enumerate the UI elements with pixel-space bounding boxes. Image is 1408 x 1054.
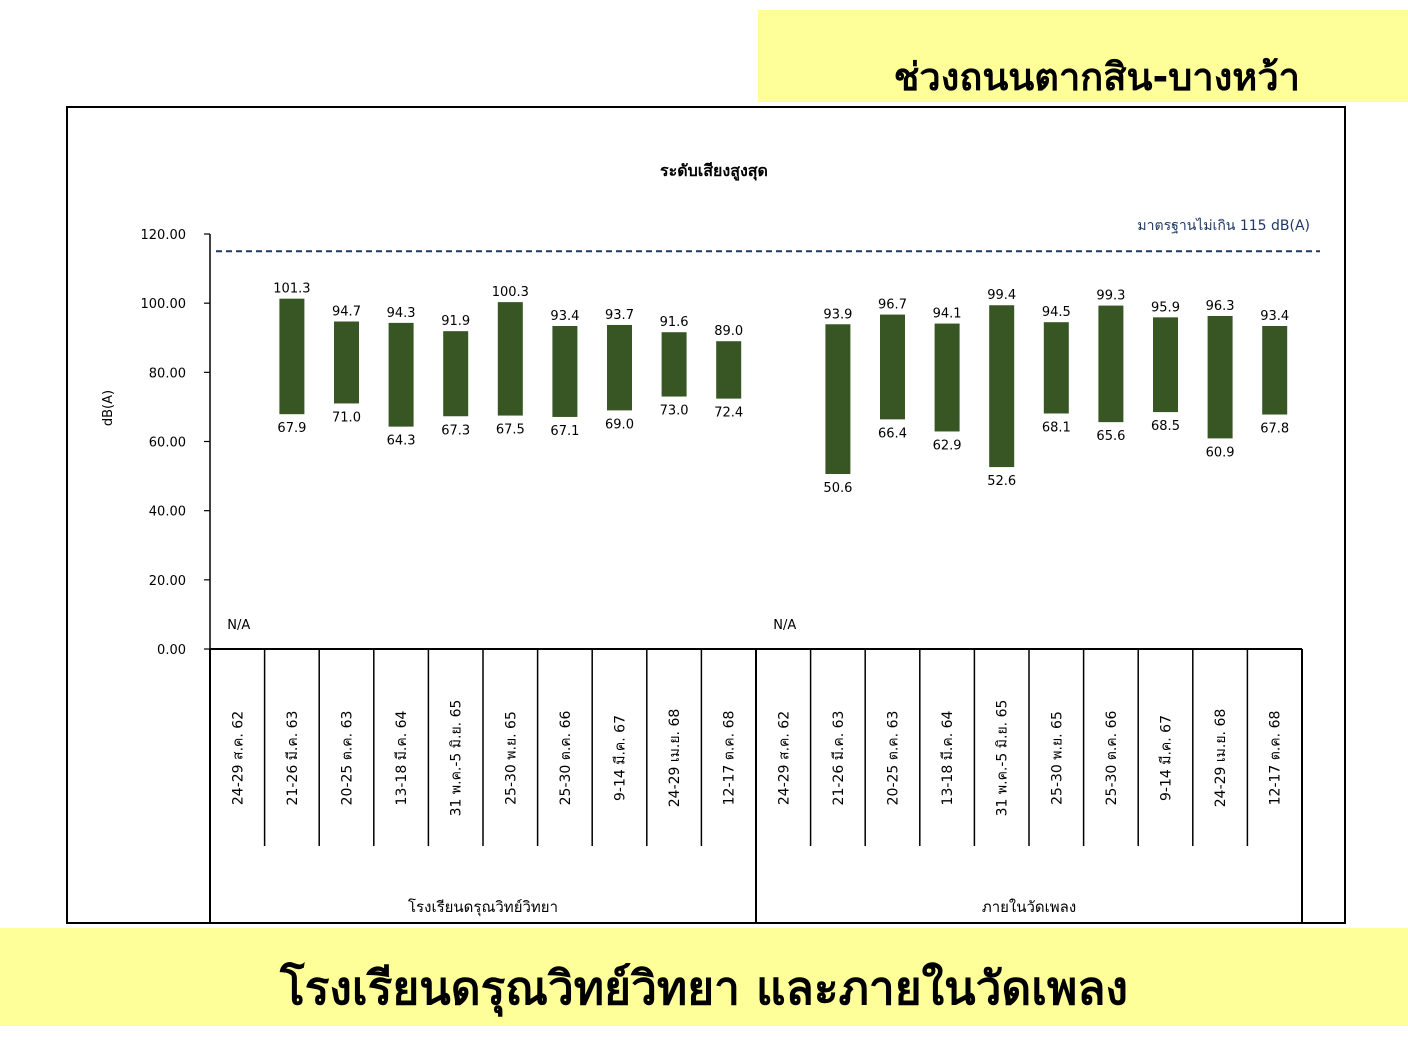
y-tick-label: 60.00 [149,436,186,451]
header-banner: ช่วงถนนตากสิน-บางหว้า [758,10,1408,102]
range-bar [552,325,578,417]
category-label: 25-30 ต.ค. 66 [1104,711,1120,806]
group-label: โรงเรียนดรุณวิทย์วิทยา [408,898,558,917]
max-value-label: 95.9 [1151,300,1180,315]
max-value-label: 96.3 [1206,299,1235,314]
min-value-label: 69.0 [605,417,634,432]
range-bar [1043,322,1069,414]
min-value-label: 68.1 [1042,420,1071,435]
range-bar [388,322,414,427]
range-bar [1262,325,1288,415]
min-value-label: 60.9 [1206,445,1235,460]
max-value-label: 94.5 [1042,305,1071,320]
category-label: 12-17 ต.ค. 68 [722,711,738,806]
group-label: ภายในวัดเพลง [982,898,1076,916]
y-tick-label: 0.00 [157,643,186,658]
category-label: 24-29 เม.ย. 68 [667,709,683,808]
category-label: 12-17 ต.ค. 68 [1268,711,1284,806]
min-value-label: 66.4 [878,426,907,441]
na-label: N/A [227,618,250,633]
max-value-label: 93.9 [823,307,852,322]
category-label: 13-18 มี.ค. 64 [394,710,410,805]
min-value-label: 67.1 [550,424,579,439]
chart-title: ระดับเสียงสูงสุด [660,161,768,182]
min-value-label: 67.3 [441,423,470,438]
min-value-label: 73.0 [660,404,689,419]
category-label: 21-26 มี.ค. 63 [285,711,301,806]
range-bar [497,302,523,416]
min-value-label: 71.0 [332,410,361,425]
max-value-label: 101.3 [273,282,310,297]
category-label: 25-30 พ.ย. 65 [503,711,519,805]
max-value-label: 91.6 [660,315,689,330]
max-value-label: 93.4 [1260,309,1289,324]
category-label: 31 พ.ค.-5 มิ.ย. 65 [449,700,465,817]
category-label: 31 พ.ค.-5 มิ.ย. 65 [995,700,1011,817]
header-title: ช่วงถนนตากสิน-บางหว้า [893,55,1300,99]
range-bar [716,341,742,399]
min-value-label: 68.5 [1151,419,1180,434]
range-bar [1153,317,1178,413]
category-label: 25-30 ต.ค. 66 [558,711,574,806]
range-bar [880,314,905,420]
min-value-label: 50.6 [823,481,852,496]
range-bar [934,323,960,432]
category-label: 25-30 พ.ย. 65 [1049,711,1065,805]
max-value-label: 96.7 [878,298,907,313]
y-tick-label: 120.00 [141,228,187,243]
y-tick-label: 80.00 [149,366,186,381]
range-bar [443,331,469,417]
y-axis-label: dB(A) [101,390,116,426]
footer-banner: โรงเรียนดรุณวิทย์วิทยา และภายในวัดเพลง [0,928,1408,1026]
footer-title: โรงเรียนดรุณวิทย์วิทยา และภายในวัดเพลง [280,961,1128,1015]
range-bar [1098,305,1124,423]
range-bar [607,324,632,411]
range-bar [279,298,305,415]
category-label: 9-14 มี.ค. 67 [1159,715,1175,801]
min-value-label: 64.3 [387,434,416,449]
max-value-label: 93.4 [550,309,579,324]
category-label: 20-25 ต.ค. 63 [340,711,356,806]
category-label: 9-14 มี.ค. 67 [613,715,629,801]
max-value-label: 94.1 [933,307,962,322]
category-label: 24-29 ส.ค. 62 [230,711,246,805]
y-tick-label: 40.00 [149,505,186,520]
max-value-label: 100.3 [492,285,529,300]
category-label: 20-25 ต.ค. 63 [886,711,902,806]
range-bar [825,324,851,475]
category-label: 24-29 เม.ย. 68 [1213,709,1229,808]
standard-line-label: มาตรฐานไม่เกิน 115 dB(A) [1137,217,1310,234]
max-value-label: 91.9 [441,314,470,329]
category-label: 21-26 มี.ค. 63 [831,711,847,806]
category-label: 13-18 มี.ค. 64 [940,710,956,805]
y-tick-label: 100.00 [141,297,187,312]
max-value-label: 99.3 [1096,289,1125,304]
max-value-label: 94.3 [387,306,416,321]
max-value-label: 94.7 [332,304,361,319]
min-value-label: 67.9 [277,421,306,436]
min-value-label: 72.4 [714,406,743,421]
min-value-label: 52.6 [987,474,1016,489]
min-value-label: 67.8 [1260,422,1289,437]
noise-chart: ระดับเสียงสูงสุด dB(A) มาตรฐานไม่เกิน 11… [101,161,1320,922]
min-value-label: 62.9 [933,438,962,453]
max-value-label: 89.0 [714,324,743,339]
category-label: 24-29 ส.ค. 62 [776,711,792,805]
min-value-label: 67.5 [496,423,525,438]
chart-frame: ระดับเสียงสูงสุด dB(A) มาตรฐานไม่เกิน 11… [66,106,1346,924]
max-value-label: 99.4 [987,288,1016,303]
range-bar [661,332,687,397]
range-bar [1207,315,1233,439]
na-label: N/A [773,618,796,633]
y-tick-label: 20.00 [149,574,186,589]
range-bar [334,321,359,404]
min-value-label: 65.6 [1096,429,1125,444]
max-value-label: 93.7 [605,308,634,323]
range-bar [989,305,1015,468]
